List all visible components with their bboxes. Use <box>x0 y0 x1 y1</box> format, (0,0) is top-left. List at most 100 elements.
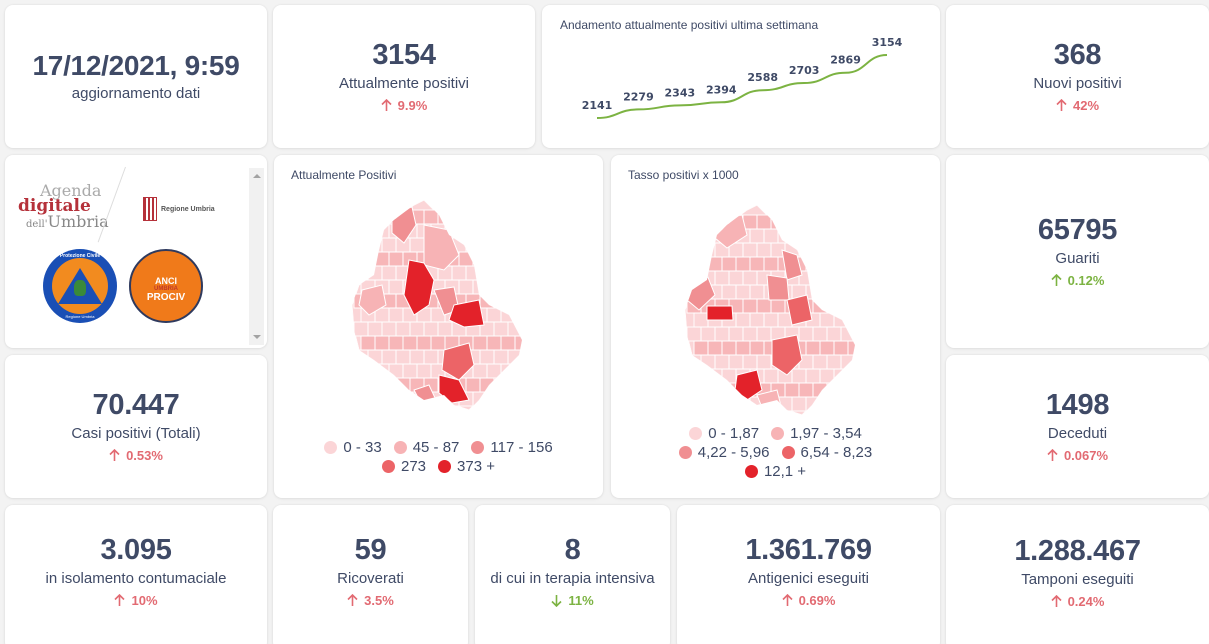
legend-item[interactable]: 4,22 - 5,96 <box>678 444 770 461</box>
municipality[interactable] <box>840 242 855 258</box>
municipality[interactable] <box>735 396 751 412</box>
municipality[interactable] <box>735 256 751 272</box>
municipality[interactable] <box>472 335 488 351</box>
municipality[interactable] <box>833 312 849 328</box>
municipality[interactable] <box>707 368 723 384</box>
municipality[interactable] <box>728 326 744 342</box>
municipality[interactable] <box>360 335 376 351</box>
municipality[interactable] <box>756 326 772 342</box>
municipality[interactable] <box>367 349 383 365</box>
municipality[interactable] <box>479 377 495 393</box>
municipality-highlight[interactable] <box>441 342 475 381</box>
municipality[interactable] <box>507 321 522 337</box>
municipality[interactable] <box>472 251 488 267</box>
municipality[interactable] <box>756 354 772 370</box>
municipality[interactable] <box>826 270 842 286</box>
municipality[interactable] <box>514 363 529 379</box>
municipality[interactable] <box>749 228 765 244</box>
scroll-down-icon[interactable] <box>253 335 261 339</box>
municipality[interactable] <box>826 298 842 314</box>
municipality[interactable] <box>458 279 474 295</box>
municipality[interactable] <box>686 382 702 398</box>
municipality[interactable] <box>374 391 390 407</box>
municipality[interactable] <box>721 340 737 356</box>
municipality[interactable] <box>840 214 855 230</box>
municipality[interactable] <box>756 298 772 314</box>
municipality[interactable] <box>353 237 369 253</box>
municipality[interactable] <box>451 265 467 281</box>
municipality[interactable] <box>395 377 411 393</box>
municipality-highlight[interactable] <box>448 299 485 328</box>
municipality[interactable] <box>486 223 502 239</box>
municipality[interactable] <box>742 354 758 370</box>
municipality[interactable] <box>388 307 404 323</box>
municipality[interactable] <box>388 251 404 267</box>
municipality[interactable] <box>756 214 772 230</box>
municipality[interactable] <box>507 209 522 225</box>
municipality[interactable] <box>374 251 390 267</box>
municipality[interactable] <box>493 377 509 393</box>
municipality[interactable] <box>451 209 467 225</box>
municipality[interactable] <box>749 312 765 328</box>
municipality[interactable] <box>728 354 744 370</box>
municipality[interactable] <box>367 377 383 393</box>
municipality[interactable] <box>465 237 481 253</box>
municipality[interactable] <box>721 368 737 384</box>
municipality[interactable] <box>402 335 418 351</box>
municipality[interactable] <box>479 349 495 365</box>
municipality[interactable] <box>693 368 709 384</box>
municipality[interactable] <box>409 349 425 365</box>
municipality[interactable] <box>423 349 439 365</box>
municipality[interactable] <box>791 396 807 412</box>
municipality[interactable] <box>465 377 481 393</box>
municipality[interactable] <box>472 363 488 379</box>
municipality[interactable] <box>479 293 495 309</box>
municipality[interactable] <box>763 256 779 272</box>
municipality[interactable] <box>500 363 516 379</box>
municipality[interactable] <box>833 284 849 300</box>
municipality[interactable] <box>472 279 488 295</box>
municipality[interactable] <box>735 284 751 300</box>
municipality[interactable] <box>381 237 397 253</box>
municipality[interactable] <box>714 326 730 342</box>
municipality[interactable] <box>360 391 376 407</box>
municipality[interactable] <box>770 298 786 314</box>
municipality[interactable] <box>819 396 835 412</box>
municipality[interactable] <box>360 363 376 379</box>
municipality[interactable] <box>847 284 862 300</box>
municipality[interactable] <box>833 340 849 356</box>
municipality[interactable] <box>812 242 828 258</box>
municipality[interactable] <box>479 209 495 225</box>
municipality[interactable] <box>798 214 814 230</box>
municipality[interactable] <box>833 228 849 244</box>
municipality[interactable] <box>847 228 862 244</box>
municipality[interactable] <box>833 396 849 412</box>
municipality[interactable] <box>388 279 404 295</box>
logos-scrollbar[interactable] <box>249 168 264 345</box>
municipality[interactable] <box>507 237 522 253</box>
municipality[interactable] <box>486 279 502 295</box>
legend-item[interactable]: 0 - 33 <box>324 439 382 456</box>
municipality[interactable] <box>700 382 716 398</box>
municipality[interactable] <box>728 270 744 286</box>
legend-item[interactable]: 117 - 156 <box>471 439 553 456</box>
municipality[interactable] <box>798 326 814 342</box>
municipality[interactable] <box>826 214 842 230</box>
municipality-highlight[interactable] <box>706 305 734 321</box>
municipality[interactable] <box>812 270 828 286</box>
municipality[interactable] <box>500 251 516 267</box>
municipality[interactable] <box>819 340 835 356</box>
municipality[interactable] <box>374 335 390 351</box>
municipality[interactable] <box>472 391 488 407</box>
legend-item[interactable]: 12,1 + <box>744 463 806 480</box>
municipality[interactable] <box>500 279 516 295</box>
municipality[interactable] <box>507 377 522 393</box>
municipality[interactable] <box>840 270 855 286</box>
municipality[interactable] <box>693 312 709 328</box>
municipality[interactable] <box>472 223 488 239</box>
municipality[interactable] <box>763 368 779 384</box>
legend-item[interactable]: 45 - 87 <box>393 439 459 456</box>
municipality[interactable] <box>812 354 828 370</box>
municipality[interactable] <box>686 354 702 370</box>
municipality[interactable] <box>812 298 828 314</box>
